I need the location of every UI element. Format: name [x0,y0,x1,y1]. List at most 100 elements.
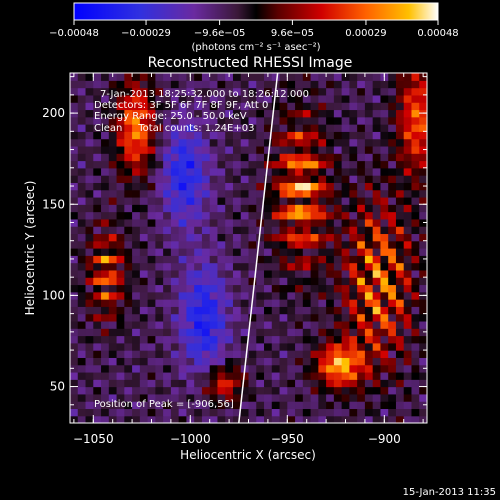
heatmap-cell [256,415,265,423]
heatmap-cell [124,218,133,227]
heatmap-cell [178,320,188,329]
heatmap-cell [357,401,366,410]
heatmap-cell [333,211,343,220]
heatmap-cell [264,204,273,213]
heatmap-cell [295,299,304,307]
heatmap-cell [279,218,288,227]
heatmap-cell [225,291,234,300]
heatmap-cell [341,124,350,132]
annotation-time-range: 7-Jan-2013 18:25:32.000 to 18:26:12.000 [100,89,309,100]
heatmap-cell [287,109,296,118]
heatmap-cell [419,233,427,242]
heatmap-cell [318,160,327,169]
heatmap-cell [163,386,172,395]
heatmap-cell [139,175,149,183]
heatmap-cell [326,255,335,264]
heatmap-cell [295,153,304,162]
heatmap-cell [388,218,397,227]
heatmap-cell [132,73,141,81]
heatmap-cell [341,175,350,183]
heatmap-cell [70,408,79,417]
heatmap-cell [264,196,273,205]
heatmap-cell [295,196,304,205]
heatmap-cell [170,189,180,198]
heatmap-cell [287,196,296,205]
heatmap-cell [155,313,164,322]
heatmap-cell [124,160,133,169]
heatmap-cell [124,138,133,147]
heatmap-cell [194,189,203,198]
heatmap-cell [240,73,250,81]
heatmap-cell [326,379,335,388]
heatmap-cell [395,160,405,169]
heatmap-cell [364,415,374,423]
heatmap-cell [419,167,427,176]
heatmap-cell [326,80,335,89]
heatmap-cell [124,116,133,125]
heatmap-cell [326,211,335,220]
heatmap-cell [318,80,327,89]
heatmap-cell [232,364,242,373]
heatmap-cell [77,328,87,337]
heatmap-cell [395,240,405,249]
heatmap-cell [295,109,304,118]
heatmap-cell [217,255,226,264]
heatmap-cell [364,175,374,183]
heatmap-cell [116,233,125,242]
heatmap-cell [271,196,281,205]
heatmap-cell [186,342,195,351]
heatmap-cell [240,269,250,278]
heatmap-cell [116,255,125,264]
heatmap-cell [333,277,343,286]
heatmap-cell [70,116,79,125]
heatmap-cell [108,80,118,89]
heatmap-cell [302,182,312,191]
heatmap-cell [403,269,413,278]
heatmap-cell [372,167,382,176]
heatmap-cell [287,269,296,278]
heatmap-cell [108,393,118,402]
heatmap-cell [93,248,102,256]
heatmap-cell [93,211,102,220]
heatmap-cell [333,386,343,395]
heatmap-cell [70,320,79,329]
heatmap-cell [364,320,374,329]
heatmap-cell [108,342,118,351]
heatmap-cell [419,240,427,249]
heatmap-cell [388,379,397,388]
heatmap-cell [341,182,350,191]
heatmap-cell [70,299,79,307]
heatmap-cell [364,145,374,154]
heatmap-cell [116,306,125,315]
heatmap-cell [139,116,149,125]
heatmap-cell [93,269,102,278]
heatmap-cell [178,306,188,315]
heatmap-cell [364,240,374,249]
heatmap-cell [256,204,265,213]
heatmap-cell [116,189,125,198]
heatmap-cell [132,328,141,337]
heatmap-cell [147,226,156,235]
heatmap-cell [357,262,366,271]
heatmap-cell [357,277,366,286]
heatmap-cell [116,109,125,118]
heatmap-cell [403,379,413,388]
heatmap-cell [310,313,319,322]
heatmap-cell [70,182,79,191]
heatmap-cell [194,196,203,205]
heatmap-cell [225,145,234,154]
heatmap-cell [201,335,211,344]
heatmap-cell [116,131,125,140]
heatmap-cell [225,204,234,213]
heatmap-cell [225,320,234,329]
heatmap-cell [388,262,397,271]
heatmap-cell [271,291,281,300]
heatmap-cell [310,138,319,147]
heatmap-cell [388,291,397,300]
x-tick-label: −1050 [73,432,114,446]
heatmap-cell [170,408,180,417]
heatmap-cell [264,299,273,307]
heatmap-cell [295,116,304,125]
heatmap-cell [302,335,312,344]
heatmap-cell [341,371,350,380]
